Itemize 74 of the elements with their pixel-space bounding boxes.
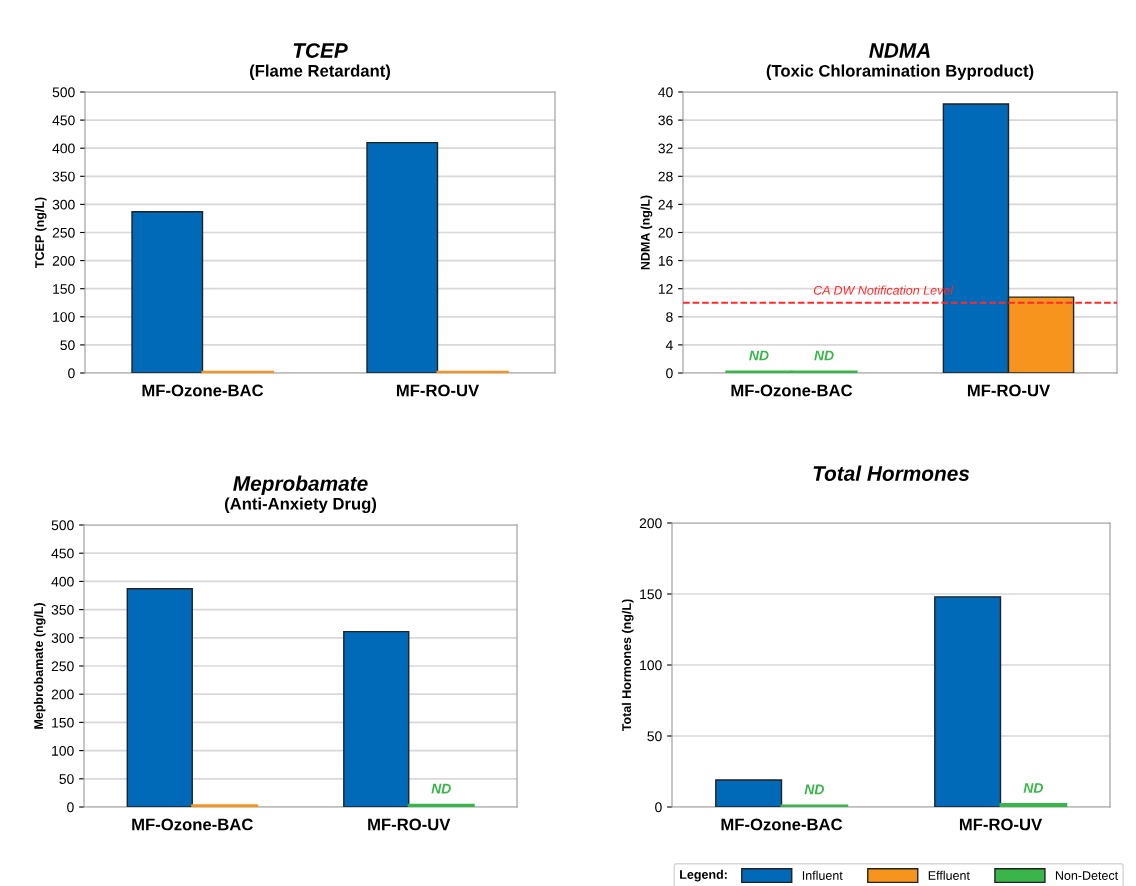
legend-label: Effluent xyxy=(928,870,970,880)
chart-title: TCEP xyxy=(293,43,348,58)
y-axis-title: TCEP (ng/L) xyxy=(34,197,47,269)
y-tick-label: 100 xyxy=(640,660,662,671)
y-tick-label: 40 xyxy=(658,87,673,98)
chart-subtitle: (Anti-Anxiety Drug) xyxy=(224,497,377,513)
y-tick-label: 400 xyxy=(52,143,75,154)
y-tick-label: 50 xyxy=(647,731,662,742)
bar xyxy=(131,211,204,373)
x-tick-label: MF-Ozone-BAC xyxy=(132,818,253,831)
y-tick-label: 250 xyxy=(51,661,74,672)
data-label: ND xyxy=(749,350,769,361)
bar xyxy=(343,630,410,807)
y-tick-label: 400 xyxy=(51,576,74,587)
data-label: ND xyxy=(1023,783,1043,793)
y-tick-label: 0 xyxy=(67,802,74,813)
y-axis-title: Total Hormones (ng/L) xyxy=(621,599,634,732)
chart-subtitle: (Flame Retardant) xyxy=(249,64,391,80)
bar xyxy=(407,803,475,807)
bar xyxy=(999,803,1068,807)
y-tick-label: 150 xyxy=(640,589,662,600)
bar xyxy=(934,596,1002,807)
x-tick-label: MF-RO-UV xyxy=(368,818,451,831)
bar xyxy=(126,588,193,807)
y-tick-label: 28 xyxy=(658,171,673,182)
y-tick-label: 36 xyxy=(658,115,673,126)
x-tick-label: MF-Ozone-BAC xyxy=(731,384,853,397)
y-tick-label: 350 xyxy=(52,171,75,182)
y-tick-label: 0 xyxy=(68,368,75,379)
x-tick-label: MF-RO-UV xyxy=(396,384,480,397)
y-tick-label: 100 xyxy=(52,745,74,756)
y-tick-label: 500 xyxy=(52,87,75,98)
chart-title: Total Hormones xyxy=(813,465,970,481)
x-tick-label: MF-RO-UV xyxy=(967,384,1051,397)
y-tick-label: 450 xyxy=(51,548,74,559)
y-tick-label: 32 xyxy=(658,143,673,154)
y-tick-label: 20 xyxy=(658,227,673,238)
bar xyxy=(366,141,439,373)
y-tick-label: 250 xyxy=(52,227,75,238)
y-tick-label: 8 xyxy=(666,312,673,322)
y-tick-label: 24 xyxy=(658,199,673,210)
legend-title: Legend: xyxy=(680,869,727,882)
legend-label: Influent xyxy=(802,870,843,880)
y-tick-label: 16 xyxy=(658,255,673,266)
y-tick-label: 150 xyxy=(52,717,74,728)
data-label: ND xyxy=(814,350,834,361)
y-tick-label: 200 xyxy=(51,689,74,700)
y-tick-label: 200 xyxy=(639,518,662,529)
x-tick-label: MF-Ozone-BAC xyxy=(142,384,264,397)
y-tick-label: 4 xyxy=(665,340,673,350)
y-axis-title: NDMA (ng/L) xyxy=(640,195,653,270)
y-tick-label: 300 xyxy=(51,633,74,643)
y-tick-label: 350 xyxy=(51,604,74,615)
x-tick-label: MF-RO-UV xyxy=(959,818,1043,831)
y-tick-label: 100 xyxy=(53,312,75,322)
y-tick-label: 300 xyxy=(52,199,75,210)
data-label: ND xyxy=(431,783,451,794)
chart-subtitle: (Toxic Chloramination Byproduct) xyxy=(766,64,1034,80)
chart-title: Meprobamate xyxy=(233,475,368,495)
bar xyxy=(715,779,783,807)
y-tick-label: 12 xyxy=(658,284,673,294)
y-tick-label: 500 xyxy=(51,520,74,531)
y-tick-label: 0 xyxy=(655,802,662,813)
y-tick-label: 0 xyxy=(666,368,673,379)
x-tick-label: MF-Ozone-BAC xyxy=(721,818,843,831)
y-axis-title: Mepbrobamate (ng/L) xyxy=(33,603,46,729)
chart-title: NDMA xyxy=(869,43,930,58)
y-tick-label: 450 xyxy=(52,115,75,126)
legend-label: Non-Detect xyxy=(1055,871,1119,880)
y-tick-label: 50 xyxy=(59,774,74,784)
y-tick-label: 50 xyxy=(60,340,75,351)
y-tick-label: 200 xyxy=(52,255,75,266)
data-label: ND xyxy=(804,784,824,795)
y-tick-label: 150 xyxy=(53,284,75,294)
